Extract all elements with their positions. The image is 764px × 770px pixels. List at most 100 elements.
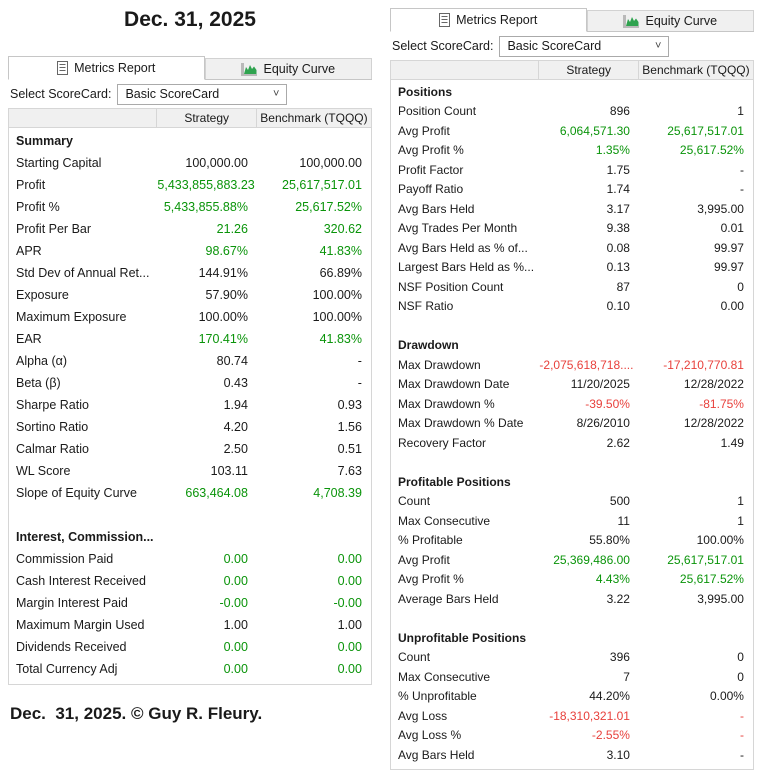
benchmark-value: 0.00 (337, 662, 362, 676)
benchmark-value: 0.51 (337, 442, 362, 456)
tab-equity-curve[interactable]: Equity Curve (586, 10, 754, 31)
benchmark-value: 0.00 (337, 552, 362, 566)
metric-row-avg-trades-per-month: Avg Trades Per Month 9.38 0.01 (391, 219, 753, 239)
metric-row-ear: EAR 170.41% 41.83% (9, 328, 371, 350)
section-header-interest-commission: Interest, Commission... (16, 530, 154, 544)
metric-row-apr: APR 98.67% 41.83% (9, 240, 371, 262)
section-header-drawdown: Drawdown (398, 338, 459, 353)
strategy-value: 500 (609, 494, 630, 509)
metric-row-avg-bars-held: Avg Bars Held 3.17 3,995.00 (391, 199, 753, 219)
document-icon (439, 13, 451, 27)
benchmark-value: 12/28/2022 (683, 377, 744, 392)
metric-label: Margin Interest Paid (16, 596, 128, 610)
strategy-value: 0.00 (223, 574, 248, 588)
metric-label: Slope of Equity Curve (16, 486, 137, 500)
metrics-table: Positions Position Count 896 1 Avg Profit 6,0… (390, 80, 754, 770)
section-header-positions: Positions (398, 84, 453, 99)
benchmark-value: - (357, 376, 362, 390)
tab-strip: Metrics Report Equity Curve (8, 56, 372, 80)
metric-row-avg-loss: Avg Loss -18,310,321.01 - (391, 706, 753, 726)
metric-row-profit-per-bar: Profit Per Bar 21.26 320.62 (9, 218, 371, 240)
benchmark-value: 1 (737, 513, 744, 528)
strategy-value: 80.74 (216, 354, 248, 368)
tab-metrics-report[interactable]: Metrics Report (390, 8, 587, 32)
benchmark-value: 0.00% (709, 689, 744, 704)
metric-row-unprofitable: % Unprofitable 44.20% 0.00% (391, 687, 753, 707)
benchmark-value: - (739, 182, 744, 197)
benchmark-value: 1.49 (720, 435, 744, 450)
metric-label: Starting Capital (16, 156, 102, 170)
metric-label: Average Bars Held (398, 591, 499, 606)
benchmark-value: -0.00 (333, 596, 362, 610)
benchmark-value: 4,708.39 (313, 486, 362, 500)
benchmark-value: 25,617.52% (679, 572, 744, 587)
metric-row-slope-of-equity-curve: Slope of Equity Curve 663,464.08 4,708.39 (9, 482, 371, 504)
benchmark-value: 0.01 (720, 221, 744, 236)
chevron-down-icon: ˅ (655, 39, 662, 52)
column-header-benchmark: Benchmark (TQQQ) (642, 63, 750, 77)
tab-label: Equity Curve (263, 62, 336, 76)
metric-row-largest-bars-held-as: Largest Bars Held as %... 0.13 99.97 (391, 258, 753, 278)
benchmark-value: 25,617.52% (295, 200, 362, 214)
tab-metrics-report[interactable]: Metrics Report (8, 56, 205, 80)
metric-row-position-count: Position Count 896 1 (391, 102, 753, 122)
metric-label: Payoff Ratio (398, 182, 464, 197)
strategy-value: 396 (609, 650, 630, 665)
chevron-down-icon: ˅ (273, 87, 280, 100)
benchmark-value: 3,995.00 (697, 591, 744, 606)
benchmark-value: 25,617,517.01 (667, 552, 744, 567)
benchmark-value: 25,617.52% (679, 143, 744, 158)
strategy-value: 100,000.00 (185, 156, 248, 170)
equity-curve-icon (241, 62, 258, 76)
strategy-value: 1.35% (595, 143, 630, 158)
strategy-value: 44.20% (589, 689, 630, 704)
metric-label: Profit Per Bar (16, 222, 92, 236)
strategy-value: 57.90% (205, 288, 248, 302)
scorecard-dropdown[interactable]: Basic ScoreCard ˅ (117, 83, 288, 105)
strategy-value: 0.00 (223, 552, 248, 566)
metric-row-commission-paid: Commission Paid 0.00 0.00 (9, 548, 371, 570)
metrics-panel-left: Metrics Report Equity Curve Select ScoreCa… (8, 56, 372, 685)
benchmark-value: 0.00 (337, 574, 362, 588)
column-header-strategy: Strategy (539, 61, 639, 79)
strategy-value: 144.91% (198, 266, 248, 280)
strategy-value: 663,464.08 (185, 486, 248, 500)
strategy-value: 1.74 (606, 182, 630, 197)
section-spacer (391, 609, 753, 629)
benchmark-value: 1 (737, 494, 744, 509)
table-header: Strategy Benchmark (TQQQ) (8, 108, 372, 128)
metric-label: Exposure (16, 288, 69, 302)
section-spacer (9, 504, 371, 526)
strategy-value: 3.17 (606, 201, 630, 216)
metric-row-profit: Profit % 5,433,855.88% 25,617.52% (9, 196, 371, 218)
metric-label: Alpha (α) (16, 354, 67, 368)
metric-label: Profit Factor (398, 162, 464, 177)
metric-label: Max Drawdown % Date (398, 416, 524, 431)
strategy-value: 1.75 (606, 162, 630, 177)
metric-label: Avg Loss % (398, 728, 462, 743)
metric-label: Max Drawdown (398, 357, 481, 372)
strategy-value: 896 (609, 104, 630, 119)
scorecard-label: Select ScoreCard: (392, 39, 494, 53)
strategy-value: 0.00 (223, 662, 248, 676)
metric-row-margin-interest-paid: Margin Interest Paid -0.00 -0.00 (9, 592, 371, 614)
tab-label: Equity Curve (645, 14, 718, 28)
strategy-value: 4.43% (595, 572, 630, 587)
metric-row-avg-bars-held-as-of: Avg Bars Held as % of... 0.08 99.97 (391, 238, 753, 258)
benchmark-value: 0.00 (720, 299, 744, 314)
strategy-value: -39.50% (585, 396, 630, 411)
metric-row-count: Count 396 0 (391, 648, 753, 668)
strategy-value: 11/20/2025 (570, 377, 630, 392)
scorecard-selected-value: Basic ScoreCard (125, 87, 220, 101)
strategy-value: 0.00 (223, 640, 248, 654)
metric-label: Avg Bars Held (398, 747, 475, 762)
benchmark-value: 41.83% (319, 244, 362, 258)
tab-equity-curve[interactable]: Equity Curve (204, 58, 372, 79)
metric-row-profitable: % Profitable 55.80% 100.00% (391, 531, 753, 551)
benchmark-value: 320.62 (323, 222, 362, 236)
metric-row-max-consecutive: Max Consecutive 11 1 (391, 511, 753, 531)
strategy-value: 8/26/2010 (576, 416, 630, 431)
scorecard-dropdown[interactable]: Basic ScoreCard ˅ (499, 35, 670, 57)
metric-label: Calmar Ratio (16, 442, 89, 456)
benchmark-value: 3,995.00 (697, 201, 744, 216)
